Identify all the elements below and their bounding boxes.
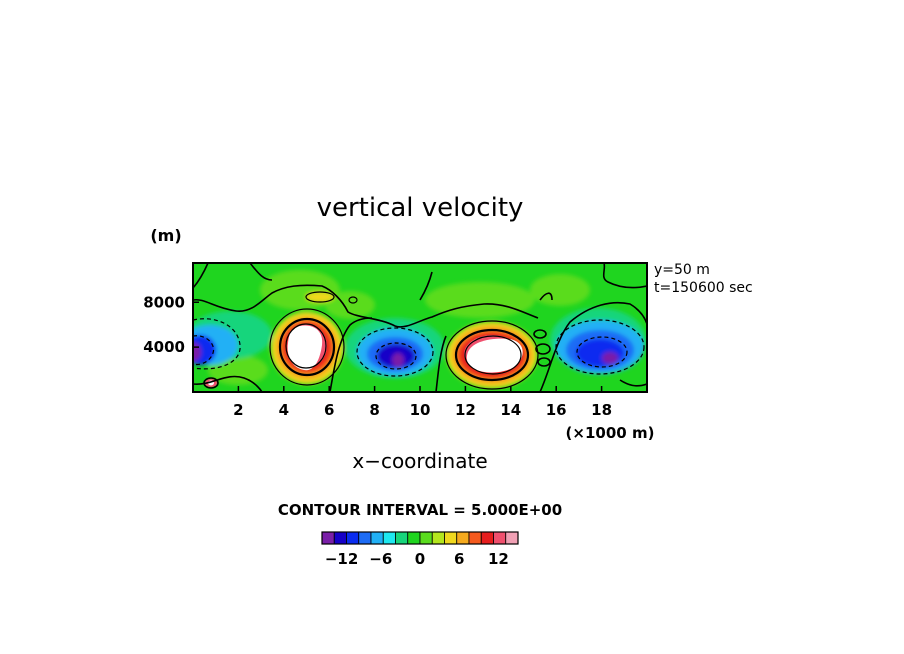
contour-plus15	[285, 323, 327, 369]
contour-minus5	[193, 318, 241, 370]
contour-small-cell	[203, 377, 219, 389]
colorbar-swatch	[395, 531, 409, 545]
zero-contour	[249, 263, 273, 281]
colorbar-tick-label: −12	[325, 550, 358, 568]
weak-updraft-region	[530, 274, 590, 306]
colorbar-tick-label: 12	[488, 550, 509, 568]
colorbar-tick-label: 0	[415, 550, 425, 568]
zero-contour	[539, 292, 553, 301]
contour-minus10	[576, 336, 628, 368]
contour-plus10	[278, 317, 336, 377]
x-tick-label: 16	[546, 401, 567, 419]
y-axis-unit-label: (m)	[150, 226, 181, 245]
plot-area	[193, 263, 647, 392]
colorbar-tick-label: 6	[454, 550, 464, 568]
zero-contour	[193, 284, 539, 328]
contour-plus10	[454, 328, 530, 382]
colorbar-swatch	[480, 531, 494, 545]
negative-contours	[193, 318, 645, 377]
y-tick-label: 8000	[143, 293, 185, 311]
x-tick-label: 14	[500, 401, 521, 419]
weak-updraft-region	[306, 292, 334, 302]
y-axis-ticks: 4000 8000	[143, 293, 199, 356]
zero-contour	[419, 271, 433, 301]
chart-title: vertical velocity	[317, 193, 524, 223]
updraft-right-peak	[466, 338, 523, 373]
zero-contour	[435, 335, 447, 392]
x-axis-label: x−coordinate	[352, 449, 487, 473]
colorbar-swatch	[333, 531, 347, 545]
zero-contour	[539, 301, 647, 392]
contour-small-cell	[537, 357, 551, 367]
annotation-y-position: y=50 m	[654, 262, 710, 278]
contour-small-cell	[533, 329, 547, 339]
x-tick-label: 2	[233, 401, 243, 419]
x-tick-label: 4	[279, 401, 289, 419]
colorbar-swatch	[505, 531, 519, 545]
zero-contour	[193, 375, 263, 392]
zero-contour	[193, 263, 209, 289]
colorbar-swatch	[370, 531, 384, 545]
downdraft-center-peak	[392, 353, 404, 367]
x-axis-unit-label: (×1000 m)	[566, 424, 655, 442]
contour-lines	[193, 263, 647, 392]
contour-minus10	[375, 342, 417, 370]
colorbar-swatch	[456, 531, 470, 545]
contour-plus5	[445, 320, 539, 390]
downdraft-right-peak	[602, 352, 618, 364]
x-axis-ticks: 2 4 6 8 10 12 14 16 18	[233, 386, 612, 419]
colorbar-swatch	[358, 531, 372, 545]
x-tick-label: 18	[591, 401, 612, 419]
x-tick-label: 10	[410, 401, 431, 419]
colorbar-swatch	[493, 531, 507, 545]
colorbar-swatch	[419, 531, 433, 545]
zero-contour	[602, 263, 647, 289]
annotation-time: t=150600 sec	[654, 280, 753, 296]
updraft-left-peak	[287, 325, 323, 371]
colorbar-swatch	[468, 531, 482, 545]
contour-plus15	[464, 335, 522, 375]
colorbar-swatch	[346, 531, 360, 545]
colorbar-swatch	[444, 531, 458, 545]
colorbar-swatch	[407, 531, 421, 545]
contour-minus5	[555, 319, 645, 375]
colorbar-border	[321, 531, 519, 545]
plot-frame: 2 4 6 8 10 12 14 16 18 4000 8000	[143, 262, 648, 419]
colorbar: −12 −6 0 6 12	[321, 531, 519, 568]
contour-minus5	[356, 327, 434, 377]
zero-contour	[329, 317, 373, 392]
contour-interval-text: CONTOUR INTERVAL = 5.000E+00	[278, 501, 562, 519]
colorbar-tick-label: −6	[369, 550, 392, 568]
contour-plus5	[269, 308, 345, 386]
colorbar-swatch	[382, 531, 396, 545]
contour-plus5	[305, 291, 335, 303]
zero-contour	[619, 379, 647, 387]
x-tick-label: 12	[455, 401, 476, 419]
colorbar-swatch	[431, 531, 445, 545]
contour-small-cell	[535, 343, 551, 355]
contour-minus10	[193, 335, 215, 366]
x-tick-label: 6	[324, 401, 334, 419]
y-tick-label: 4000	[143, 338, 185, 356]
colorbar-swatch	[321, 531, 335, 545]
contour-small-cell	[348, 296, 358, 304]
x-tick-label: 8	[369, 401, 379, 419]
downdraft-right-core	[576, 339, 624, 367]
